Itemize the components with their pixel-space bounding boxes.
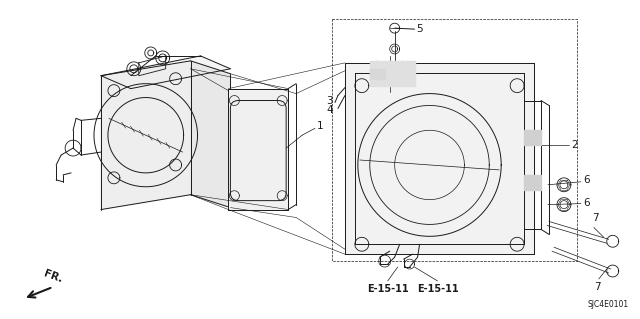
- Text: 7: 7: [595, 282, 601, 292]
- Text: 1: 1: [317, 121, 324, 131]
- Text: E-15-11: E-15-11: [367, 284, 408, 294]
- Polygon shape: [524, 175, 541, 190]
- Text: E-15-11: E-15-11: [417, 284, 458, 294]
- Polygon shape: [370, 61, 415, 85]
- Polygon shape: [101, 56, 230, 89]
- Text: 3: 3: [326, 95, 333, 106]
- Polygon shape: [101, 61, 191, 210]
- Text: 6: 6: [583, 175, 589, 185]
- Text: 6: 6: [583, 198, 589, 208]
- Polygon shape: [228, 89, 288, 210]
- Polygon shape: [191, 61, 230, 208]
- Text: 5: 5: [417, 24, 423, 34]
- Text: FR.: FR.: [42, 269, 64, 285]
- Text: 2: 2: [571, 140, 577, 150]
- Text: 4: 4: [326, 106, 333, 115]
- Polygon shape: [370, 69, 385, 79]
- Text: 7: 7: [593, 213, 599, 223]
- Text: SJC4E0101: SJC4E0101: [588, 300, 628, 309]
- Polygon shape: [345, 63, 534, 254]
- Polygon shape: [524, 130, 541, 145]
